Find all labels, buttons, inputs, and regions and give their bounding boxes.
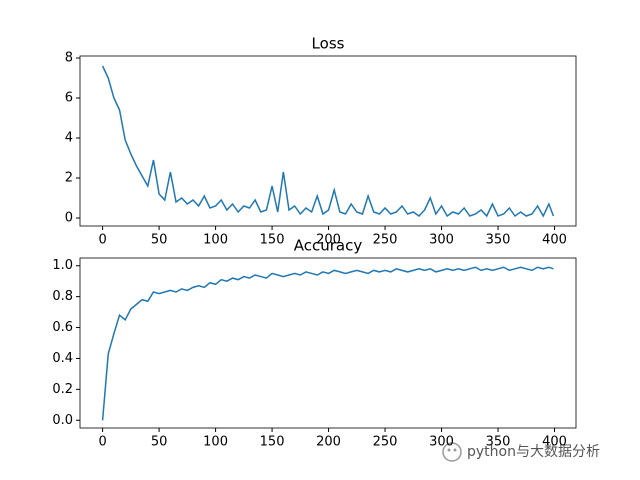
y-tick-label: 2 [65, 171, 73, 186]
x-tick-label: 200 [316, 435, 341, 450]
chart-title: Accuracy [294, 237, 363, 255]
x-tick-label: 350 [486, 233, 511, 248]
x-tick-label: 200 [316, 233, 341, 248]
axes-frame [79, 55, 577, 227]
y-tick-label: 0.8 [52, 289, 73, 304]
x-tick-label: 350 [486, 435, 511, 450]
axes-frame [79, 257, 577, 429]
x-tick-label: 300 [429, 233, 454, 248]
chart-title: Loss [312, 35, 345, 53]
x-tick-label: 400 [542, 233, 567, 248]
x-tick-label: 150 [260, 233, 285, 248]
y-tick-label: 6 [65, 91, 73, 106]
x-tick-label: 250 [373, 233, 398, 248]
x-tick-label: 250 [373, 435, 398, 450]
x-tick-label: 0 [98, 435, 106, 450]
x-tick-label: 100 [203, 435, 228, 450]
x-tick-label: 0 [98, 233, 106, 248]
y-tick-label: 0.6 [52, 320, 73, 335]
y-tick-label: 0 [65, 211, 73, 226]
x-tick-label: 50 [151, 233, 168, 248]
watermark-icon [442, 442, 462, 462]
y-tick-label: 8 [65, 51, 73, 66]
x-tick-label: 100 [203, 233, 228, 248]
x-tick-label: 400 [542, 435, 567, 450]
y-tick-label: 4 [65, 131, 73, 146]
x-tick-label: 50 [151, 435, 168, 450]
line [101, 266, 554, 421]
y-tick-label: 1.0 [52, 258, 73, 273]
watermark: python与大数据分析 [467, 444, 600, 460]
y-tick-label: 0.0 [52, 413, 73, 428]
y-tick-label: 0.4 [52, 351, 73, 366]
line [101, 65, 555, 218]
x-tick-label: 300 [429, 435, 454, 450]
y-tick-label: 0.2 [52, 382, 73, 397]
x-tick-label: 150 [260, 435, 285, 450]
